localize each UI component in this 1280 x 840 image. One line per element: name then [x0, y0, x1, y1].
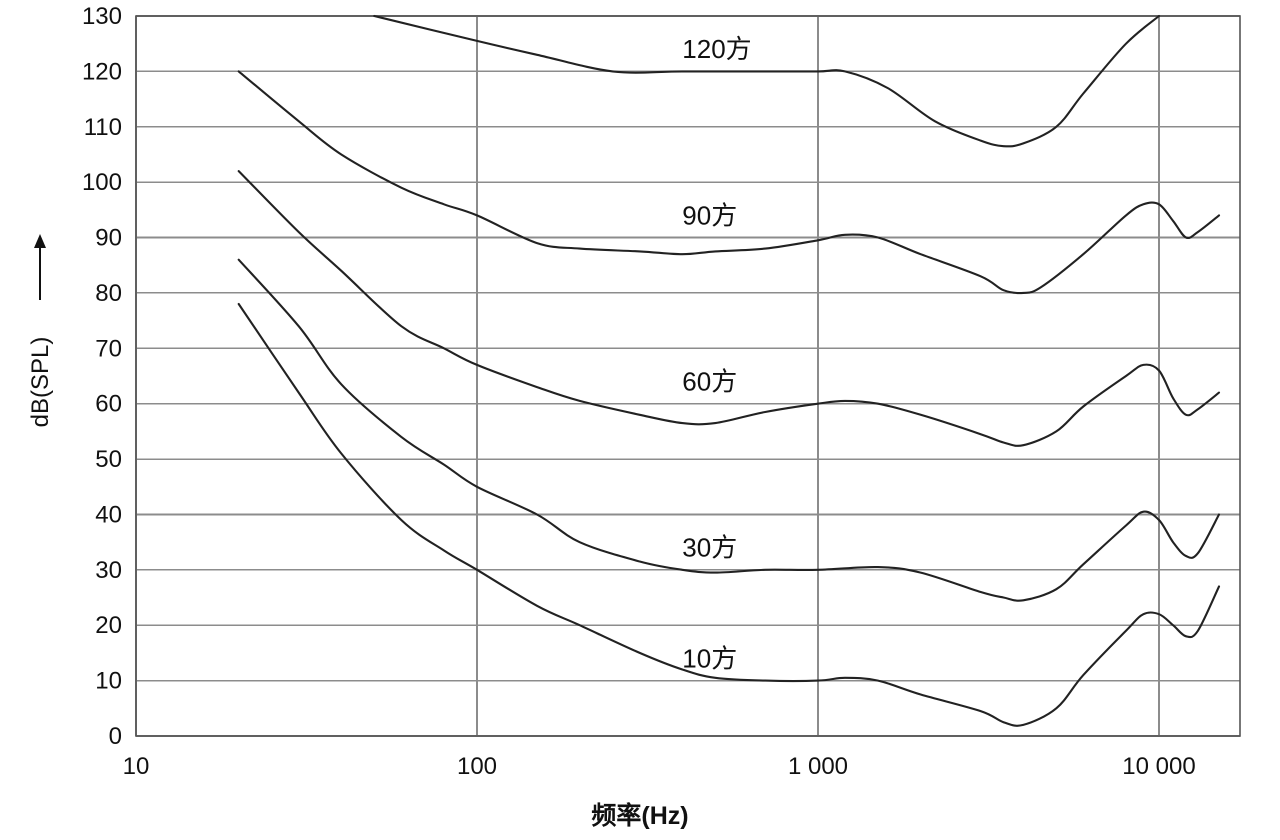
- x-tick-label: 10 000: [1122, 753, 1195, 780]
- y-tick-label: 80: [95, 280, 122, 307]
- plot-frame: [135, 15, 1241, 737]
- y-tick-label: 50: [95, 446, 122, 473]
- y-tick-label: 90: [95, 225, 122, 252]
- curve-label: 60方: [682, 367, 737, 397]
- x-tick-labels: 10 100 1 000 10 000: [123, 753, 1196, 780]
- curve-label: 90方: [682, 200, 737, 230]
- loudness-curve-3: [237, 170, 1221, 447]
- y-tick-label: 100: [82, 169, 122, 196]
- y-tick-label: 10: [95, 668, 122, 695]
- loudness-curve-4: [237, 258, 1221, 602]
- y-tick-label: 20: [95, 612, 122, 639]
- y-tick-label: 130: [82, 3, 122, 30]
- loudness-curve-2: [237, 70, 1221, 295]
- curve-label: 120方: [682, 34, 751, 64]
- x-tick-label: 1 000: [788, 753, 848, 780]
- curve-annotations: 120方 90方 60方 30方 10方: [682, 34, 751, 673]
- y-tick-label: 120: [82, 58, 122, 85]
- y-tick-label: 110: [84, 114, 122, 141]
- y-axis-label: dB(SPL): [27, 337, 54, 428]
- curve-label: 10方: [682, 643, 737, 673]
- x-tick-label: 10: [123, 753, 150, 780]
- y-tick-label: 70: [95, 335, 122, 362]
- x-tick-label: 100: [457, 753, 497, 780]
- y-axis-arrow-icon: [34, 234, 46, 248]
- y-tick-label: 40: [95, 501, 122, 528]
- y-tick-labels: 0 10 20 30 40 50 60 70 80 90 100 110 120 130: [82, 3, 122, 750]
- y-tick-label: 60: [95, 391, 122, 418]
- loudness-curve-5: [237, 302, 1221, 727]
- curve-label: 30方: [682, 533, 737, 563]
- y-tick-label: 30: [95, 557, 122, 584]
- y-tick-label: 0: [109, 723, 122, 750]
- loudness-curve-1: [373, 14, 1161, 148]
- x-axis-label: 频率(Hz): [591, 801, 688, 830]
- curves: [237, 14, 1221, 727]
- y-axis-label-group: dB(SPL): [27, 234, 54, 427]
